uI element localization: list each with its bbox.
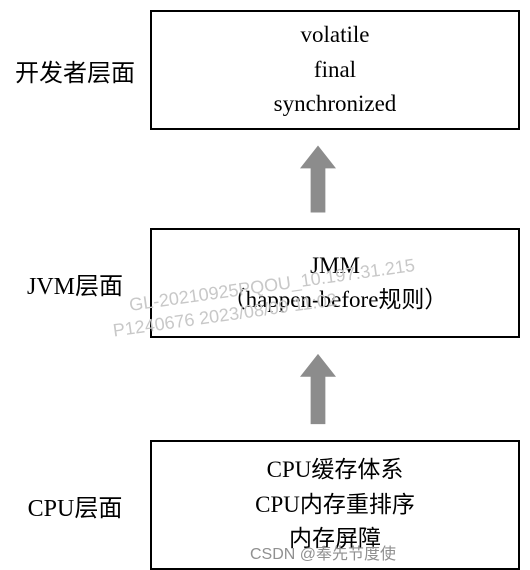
box-line: final <box>314 53 356 88</box>
watermark-footer: CSDN @奉先节度使 <box>250 540 396 564</box>
layer-box-developer: volatile final synchronized <box>150 10 520 130</box>
layer-row-jvm: JVM层面 JMM （happen-before规则） <box>0 228 530 338</box>
box-line: synchronized <box>274 87 397 122</box>
layer-row-developer: 开发者层面 volatile final synchronized <box>0 10 530 130</box>
box-line: volatile <box>301 18 370 53</box>
layer-label: JVM层面 <box>0 266 150 301</box>
layer-label: CPU层面 <box>0 488 150 523</box>
box-line: CPU内存重排序 <box>255 488 415 523</box>
layer-label: 开发者层面 <box>0 53 150 88</box>
box-line: CPU缓存体系 <box>267 453 404 488</box>
box-line: （happen-before规则） <box>223 283 448 318</box>
box-line: JMM <box>310 249 360 284</box>
arrow-up-icon <box>300 346 336 432</box>
arrow-up-icon <box>300 138 336 220</box>
layer-box-jvm: JMM （happen-before规则） <box>150 228 520 338</box>
